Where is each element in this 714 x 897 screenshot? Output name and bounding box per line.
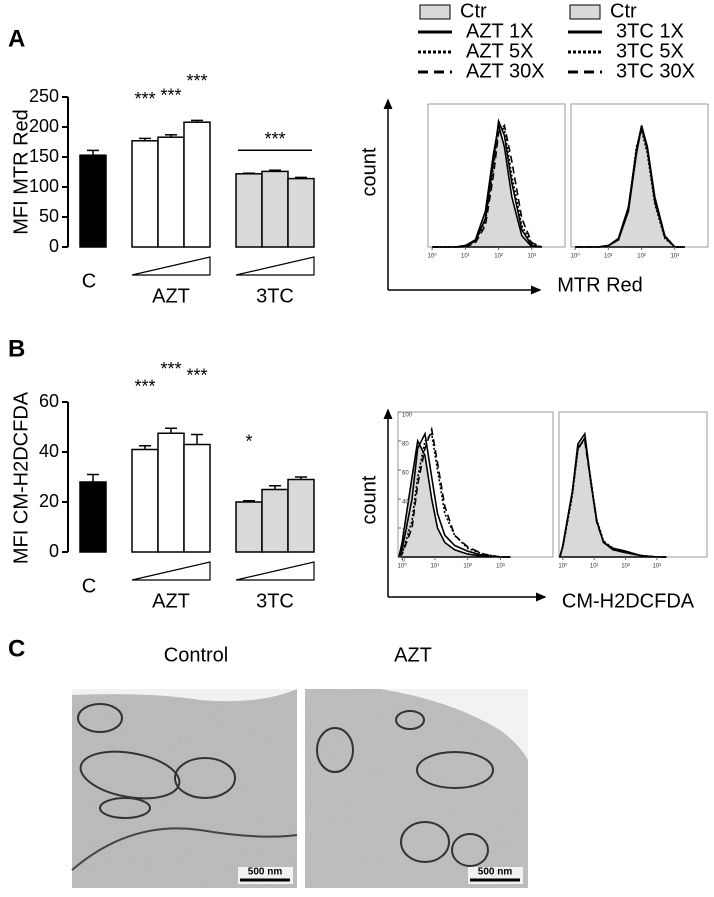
panel-label: A [8,25,25,52]
x-tick-label: 10⁰ [571,253,581,260]
group-label: AZT [152,285,190,307]
legend-label: 3TC 30X [616,60,695,82]
x-tick-label: 10¹ [590,564,599,570]
bar [261,170,289,248]
histogram-line [432,118,542,248]
x-axis-label: CM-H2DCFDA [562,590,695,612]
histogram-line [398,426,511,558]
x-tick-label: 10³ [670,254,679,260]
y-tick-label: 150 [29,146,59,166]
significance: *** [134,89,155,109]
y-tick-label: 50 [39,206,59,226]
scale-label: 500 nm [248,867,283,878]
x-axis-label: MTR Red [557,274,643,296]
legend-label: 3TC 5X [616,40,684,62]
x-tick-label: 10² [621,564,630,570]
y-axis-label: count [358,475,380,524]
x-tick-label: 10² [463,564,472,570]
y-tick-label: 80 [402,442,409,448]
significance: * [245,432,252,452]
x-tick-label: 10¹ [604,254,613,260]
y-tick-label: 40 [402,500,409,506]
legend-label: AZT 1X [466,20,533,42]
histogram-line [432,123,543,248]
y-tick-label: 60 [402,471,409,477]
y-tick-label: 250 [29,86,59,106]
significance: *** [160,86,181,106]
significance: *** [186,365,207,385]
bar [287,478,315,553]
y-tick-label: 60 [39,391,59,411]
y-tick-label: 0 [49,541,59,561]
bar [235,173,263,248]
bar [183,443,211,553]
micrograph-title: Control [164,644,228,666]
bar [79,154,107,248]
x-tick-label: 10³ [527,254,536,260]
y-tick-label: 100 [402,413,413,419]
dose-ramp [131,561,211,581]
bar [183,121,211,248]
y-tick-label: 200 [29,116,59,136]
histogram-line [575,128,685,248]
group-label: C [82,575,96,597]
bar [287,177,315,248]
y-axis-label: MFI MTR Red [10,109,32,235]
group-label: 3TC [256,285,294,307]
legend-label: Ctr [460,0,487,22]
histogram-line [559,439,667,558]
micrograph-title: AZT [394,644,432,666]
y-axis-label: MFI CM-H2DCFDA [10,391,32,564]
bar [157,136,185,248]
bar [131,448,159,553]
significance: *** [186,71,207,91]
legend-label: 3TC 1X [616,20,684,42]
legend-label: Ctr [610,0,637,22]
bar [261,488,289,553]
group-label: 3TC [256,590,294,612]
panel-label: B [8,335,25,362]
bar [79,481,107,553]
x-tick-label: 10³ [496,564,505,570]
legend-label: AZT 5X [466,40,533,62]
dose-ramp [235,561,315,581]
histogram-line [432,124,543,248]
micrograph [71,689,298,888]
significance: *** [160,359,181,379]
histogram-line [398,431,511,558]
panel-label: C [8,635,25,662]
x-tick-label: 10⁰ [398,563,408,570]
y-tick-label: 20 [39,491,59,511]
x-tick-label: 10⁰ [428,253,438,260]
scale-label: 500 nm [478,867,513,878]
group-label: AZT [152,590,190,612]
bar [157,432,185,553]
micrograph [305,689,528,888]
legend-swatch [569,4,601,20]
legend-label: AZT 30X [466,60,545,82]
dose-ramp [235,256,315,276]
bar [131,140,159,248]
x-tick-label: 10² [494,254,503,260]
x-tick-label: 10¹ [461,254,470,260]
bar [235,501,263,553]
y-tick-label: 100 [29,176,59,196]
x-tick-label: 10⁰ [558,563,568,570]
legend-swatch [419,4,451,20]
y-tick-label: 0 [402,558,406,564]
significance: *** [264,129,285,149]
y-tick-label: 0 [49,236,59,256]
group-label: C [82,270,96,292]
x-tick-label: 10³ [653,564,662,570]
x-tick-label: 10² [637,254,646,260]
dose-ramp [131,256,211,276]
y-axis-label: count [358,147,380,196]
x-tick-label: 10¹ [431,564,440,570]
y-tick-label: 40 [39,441,59,461]
significance: *** [134,377,155,397]
y-tick-label: 20 [402,529,409,535]
